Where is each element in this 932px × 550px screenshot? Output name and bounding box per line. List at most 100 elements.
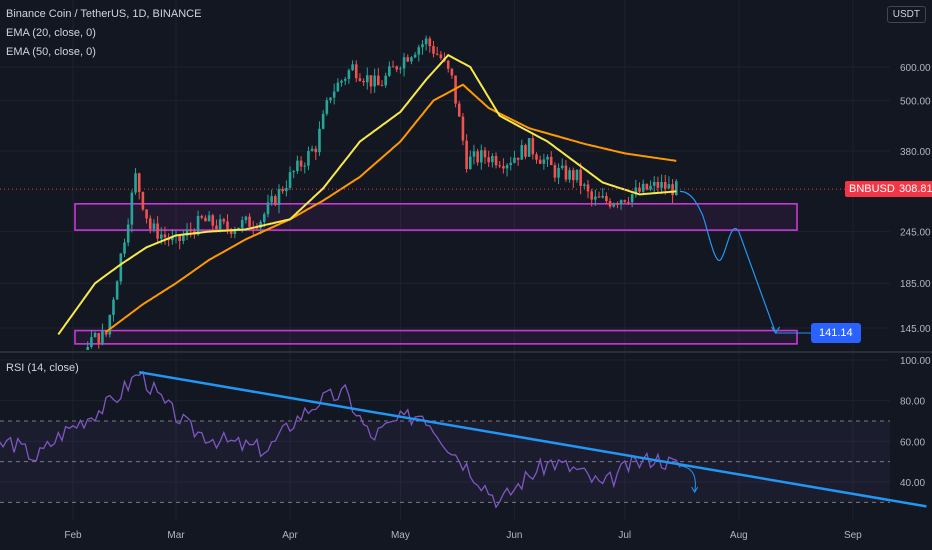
- candle-body: [417, 47, 421, 55]
- candle-body: [498, 165, 502, 167]
- candle-body: [601, 195, 605, 198]
- candle-body: [509, 162, 513, 166]
- rsi-axis[interactable]: 100.00 80.00 60.00 40.00: [900, 356, 931, 489]
- symbol-title[interactable]: Binance Coin / TetherUS, 1D, BINANCE: [6, 8, 202, 20]
- rsi-band: [0, 420, 890, 503]
- candle-body: [126, 224, 130, 243]
- rsi-tick-label: 40.00: [900, 478, 925, 489]
- rsi-line: [0, 370, 681, 509]
- ema20-legend[interactable]: EMA (20, close, 0): [6, 27, 96, 39]
- candle-body: [516, 157, 520, 160]
- candle-body: [627, 201, 630, 203]
- candle-body: [391, 66, 395, 68]
- candle-body: [274, 196, 277, 206]
- rsi-legend[interactable]: RSI (14, close): [6, 362, 79, 374]
- candle-body: [90, 337, 93, 347]
- price-axis[interactable]: 600.00 500.00 380.00 245.00 185.00 145.00: [900, 63, 931, 335]
- time-tick-label: Sep: [844, 530, 862, 541]
- zone-rect: [74, 203, 798, 231]
- candle-body: [307, 150, 310, 166]
- candle-body: [130, 192, 134, 225]
- candle-body: [502, 166, 505, 169]
- candle-body: [336, 82, 340, 92]
- candle-body: [196, 215, 200, 235]
- candle-body: [461, 116, 465, 141]
- candle-body: [487, 157, 490, 163]
- ema50-legend[interactable]: EMA (50, close, 0): [6, 46, 96, 58]
- candle-body: [410, 57, 413, 62]
- ema50-line: [105, 83, 677, 333]
- candle-body: [86, 346, 90, 350]
- time-tick-label: Mar: [167, 530, 185, 541]
- candle-body: [406, 57, 410, 62]
- candle-body: [226, 221, 229, 230]
- price-tick-label: 245.00: [900, 228, 931, 239]
- candle-body: [421, 44, 424, 48]
- candle-body: [163, 234, 167, 238]
- candle-body: [288, 172, 292, 188]
- candle-body: [439, 54, 443, 59]
- candle-body: [108, 314, 112, 335]
- candle-body: [104, 330, 108, 335]
- candle-body: [325, 100, 329, 114]
- candle-body: [608, 201, 612, 207]
- candle-body: [156, 223, 159, 239]
- price-tick-label: 600.00: [900, 63, 931, 74]
- candle-body: [549, 156, 553, 166]
- candle-body: [270, 196, 273, 203]
- candle-body: [182, 235, 185, 241]
- candle-body: [310, 148, 314, 151]
- candle-body: [446, 60, 450, 69]
- candle-body: [428, 38, 432, 47]
- candle-body: [388, 66, 391, 76]
- rsi-band-fill: [0, 421, 890, 503]
- price-zones: [74, 203, 798, 345]
- candle-body: [314, 148, 318, 153]
- candle-body: [457, 103, 461, 117]
- candle-body: [649, 185, 652, 190]
- ema20-line: [57, 53, 677, 335]
- candle-body: [424, 38, 428, 45]
- time-tick-label: Jun: [506, 530, 522, 541]
- candle-body: [494, 156, 498, 166]
- price-tick-label: 380.00: [900, 147, 931, 158]
- candle-body: [189, 229, 193, 232]
- time-tick-label: Apr: [282, 530, 298, 541]
- time-axis[interactable]: FebMarAprMayJunJulAugSepOct: [64, 530, 932, 541]
- candle-body: [296, 160, 299, 172]
- candle-body: [660, 182, 663, 188]
- currency-button[interactable]: USDT: [886, 6, 926, 23]
- candle-body: [365, 75, 369, 83]
- candle-body: [97, 333, 101, 345]
- candle-body: [266, 202, 270, 215]
- candle-body: [123, 242, 126, 254]
- candle-body: [674, 181, 678, 196]
- candle-body: [141, 191, 145, 210]
- candle-body: [491, 156, 494, 163]
- candle-body: [480, 150, 483, 163]
- candle-body: [137, 173, 141, 192]
- candle-body: [560, 165, 564, 169]
- candle-body: [468, 156, 472, 170]
- candle-body: [590, 191, 593, 200]
- candle-body: [612, 203, 616, 207]
- target-price-badge: 141.14: [811, 322, 861, 343]
- candle-body: [119, 253, 123, 282]
- candle-body: [623, 200, 627, 202]
- candle-body: [413, 54, 417, 58]
- candle-body: [597, 196, 601, 198]
- candle-body: [171, 236, 174, 241]
- candle-body: [656, 181, 660, 188]
- time-tick-label: Jul: [618, 530, 631, 541]
- candle-body: [222, 219, 226, 222]
- candle-body: [671, 184, 674, 196]
- candle-body: [229, 229, 233, 234]
- candle-body: [115, 281, 119, 300]
- candle-body: [652, 181, 656, 186]
- candle-body: [645, 183, 649, 190]
- grid: [0, 0, 890, 520]
- candle-body: [619, 200, 623, 205]
- rsi-projection: [679, 465, 699, 494]
- candle-body: [483, 150, 487, 158]
